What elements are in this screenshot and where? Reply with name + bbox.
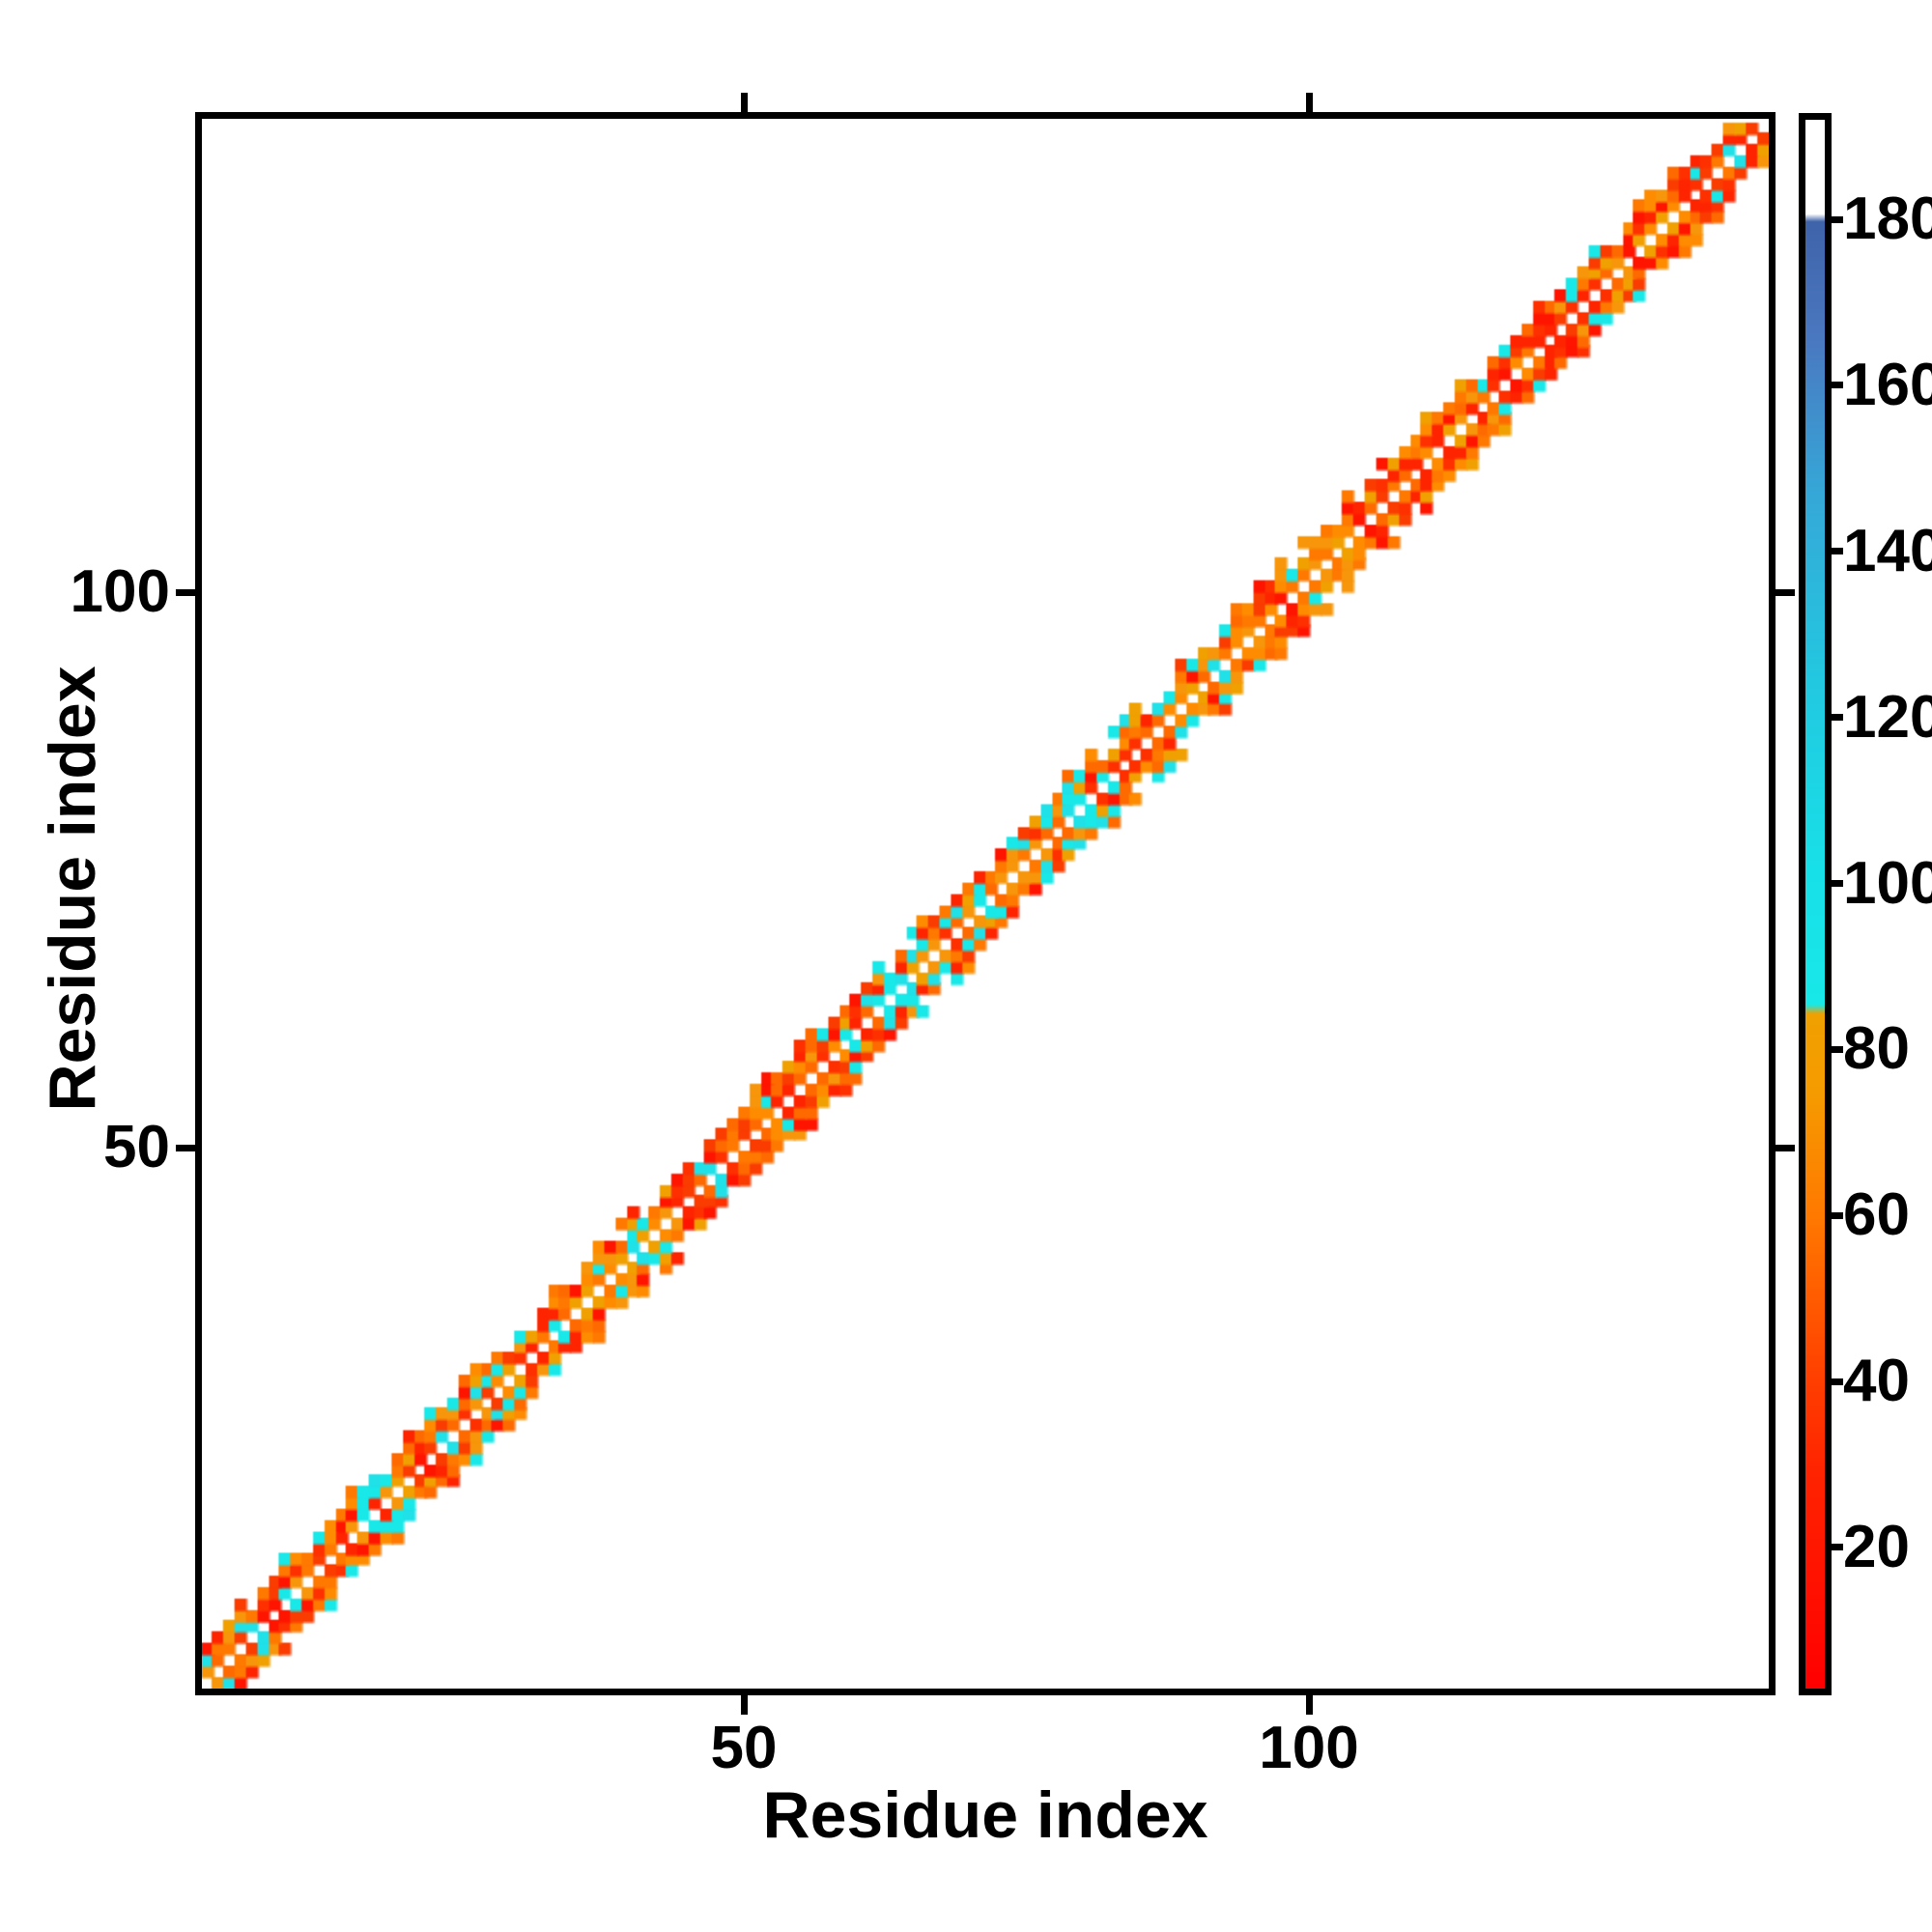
colorbar-ticklabel-160: 160 — [1843, 351, 1932, 418]
x-axis-tick-50 — [740, 1695, 748, 1715]
colorbar-ticklabel-100: 100 — [1843, 849, 1932, 917]
colorbar-tick-40 — [1828, 1378, 1843, 1385]
colorbar-ticklabel-140: 140 — [1843, 517, 1932, 584]
colorbar-ticklabel-60: 60 — [1843, 1181, 1910, 1249]
colorbar-ticklabel-40: 40 — [1843, 1348, 1910, 1415]
colorbar-tick-20 — [1828, 1544, 1843, 1551]
colorbar-gradient — [1805, 120, 1825, 1689]
x-axis-tick-100 — [1305, 1695, 1313, 1715]
colorbar-tick-140 — [1828, 548, 1843, 555]
colorbar — [1799, 113, 1832, 1695]
y-axis-tick-50 — [176, 1144, 195, 1151]
y-axis-right-tick-100 — [1776, 588, 1795, 596]
colorbar-ticklabel-120: 120 — [1843, 683, 1932, 751]
colorbar-tick-100 — [1828, 880, 1843, 888]
y-axis-title: Residue index — [36, 666, 109, 1112]
contact-map-panel — [195, 112, 1776, 1695]
x-axis-top-tick-100 — [1305, 93, 1313, 112]
colorbar-tick-80 — [1828, 1045, 1843, 1053]
y-axis-tick-100 — [176, 588, 195, 596]
colorbar-tick-120 — [1828, 714, 1843, 722]
y-axis-right-tick-50 — [1776, 1144, 1795, 1151]
colorbar-ticklabel-20: 20 — [1843, 1513, 1910, 1580]
colorbar-tick-180 — [1828, 215, 1843, 223]
y-axis-ticklabel-50: 50 — [103, 1114, 170, 1180]
x-axis-title: Residue index — [762, 1778, 1208, 1852]
colorbar-tick-160 — [1828, 382, 1843, 389]
contact-map-heatmap — [202, 119, 1769, 1689]
x-axis-ticklabel-50: 50 — [710, 1715, 778, 1781]
colorbar-tick-60 — [1828, 1211, 1843, 1219]
y-axis-ticklabel-100: 100 — [70, 558, 170, 625]
x-axis-ticklabel-100: 100 — [1259, 1715, 1359, 1781]
x-axis-top-tick-50 — [740, 93, 748, 112]
colorbar-ticklabel-80: 80 — [1843, 1015, 1910, 1083]
colorbar-ticklabel-180: 180 — [1843, 185, 1932, 253]
